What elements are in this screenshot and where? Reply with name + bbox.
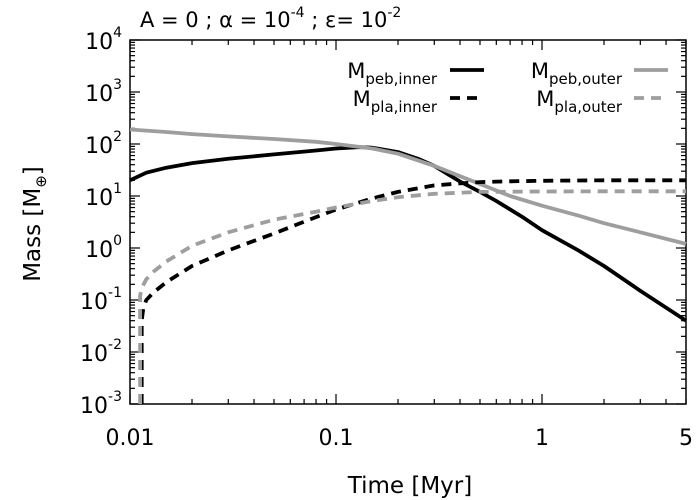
x-tick-label: 1 (535, 426, 549, 451)
y-tick-label: 103 (85, 77, 122, 107)
x-tick-labels: 0.01 0.1 1 5 (106, 426, 693, 451)
plot-frame (129, 39, 687, 405)
y-tick-label: 101 (85, 181, 122, 211)
y-tick-label: 100 (85, 233, 122, 263)
legend-entry: Mpeb,outer (531, 59, 668, 88)
series-line-m-peb-outer (129, 127, 687, 246)
legend-label: Mpla,inner (353, 87, 438, 116)
x-tick-label: 0.01 (106, 426, 155, 451)
legend-label: Mpeb,outer (531, 59, 623, 88)
series-line-m-pla-inner (139, 178, 686, 404)
legend-entry: Mpeb,inner (347, 59, 484, 88)
y-tick-labels: 10-3 10-2 10-1 100 101 102 103 104 (80, 25, 122, 419)
series-line-m-peb-inner (129, 145, 688, 323)
plot-area (129, 39, 687, 405)
x-axis-label: Time [Myr] (347, 473, 472, 499)
y-axis-label: Mass [M⊕] (20, 166, 50, 282)
series-line-m-pla-outer (138, 189, 686, 404)
y-axis-label-text: Mass [M⊕] (20, 166, 50, 282)
series-lines (129, 127, 688, 404)
y-tick-label: 10-3 (80, 389, 122, 419)
y-tick-label: 10-2 (80, 337, 122, 367)
x-tick-label: 0.1 (319, 426, 354, 451)
legend-entry: Mpla,inner (353, 87, 484, 116)
y-tick-label: 102 (85, 129, 122, 159)
chart-title: A = 0 ; α = 10-4 ; ε= 10-2 (140, 5, 401, 32)
x-tick-label: 5 (679, 426, 693, 451)
y-tick-label: 10-1 (80, 285, 122, 315)
y-tick-label: 104 (85, 25, 122, 55)
legend-label: Mpla,outer (536, 87, 623, 116)
legend-entry: Mpla,outer (536, 87, 668, 116)
legend: Mpeb,inner Mpeb,outer Mpla,inner Mpla,outer (347, 59, 668, 116)
legend-label: Mpeb,inner (347, 59, 438, 88)
title-text: A = 0 ; α = 10-4 ; ε= 10-2 (140, 5, 401, 32)
